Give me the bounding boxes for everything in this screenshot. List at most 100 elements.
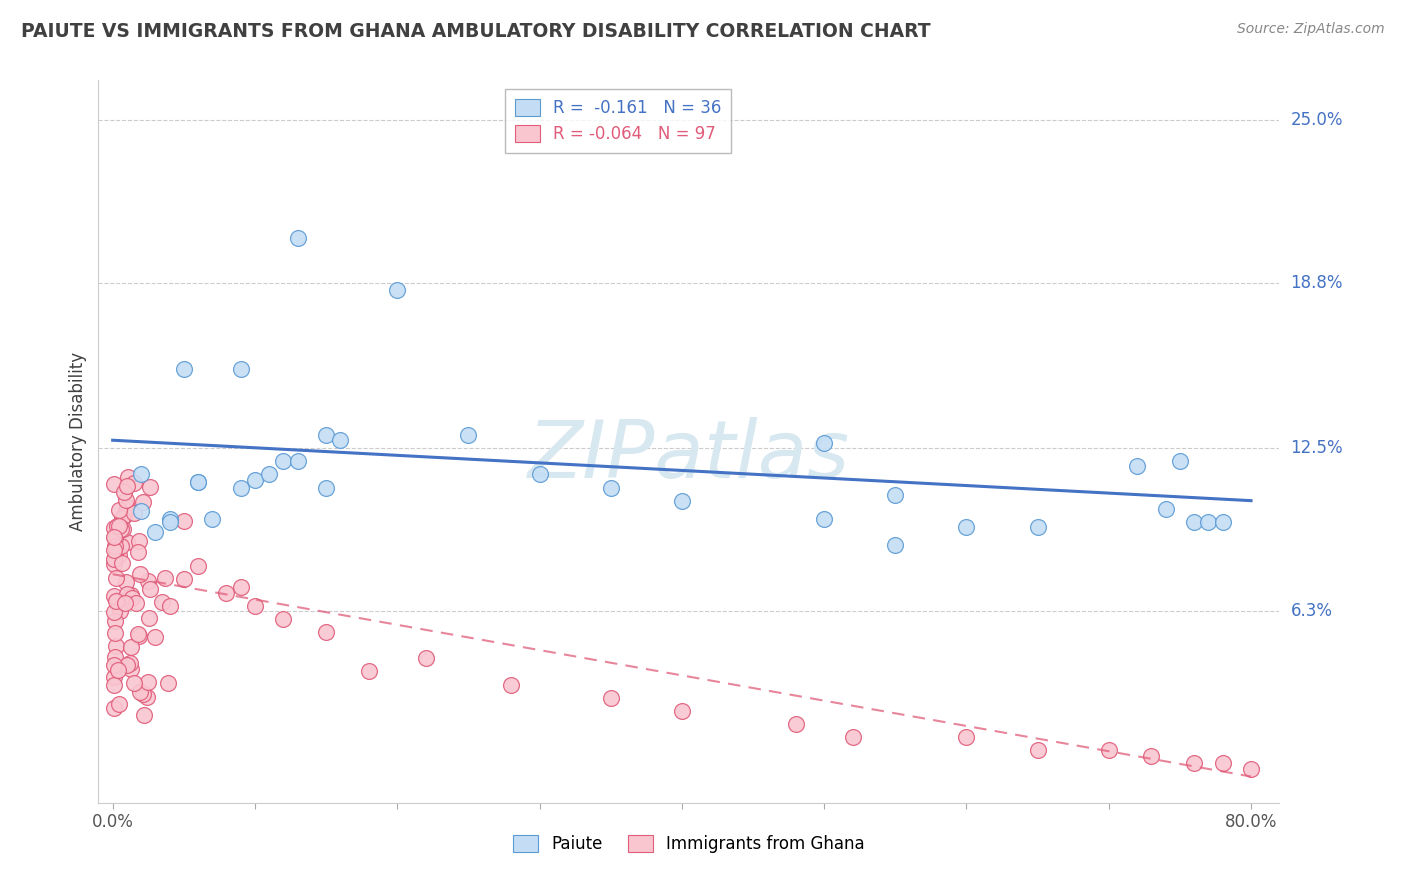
Point (159, 515, 181, 529)
Point (599, 481, 621, 495)
Y-axis label: Ambulatory Disability: Ambulatory Disability (69, 352, 87, 531)
Point (122, 676, 145, 690)
Point (104, 614, 127, 628)
Point (156, 676, 179, 690)
Point (229, 362, 252, 376)
Point (357, 665, 380, 679)
Point (273, 612, 295, 626)
Point (111, 511, 134, 525)
Point (139, 480, 162, 494)
Point (139, 582, 162, 596)
Point (105, 571, 128, 585)
Point (127, 627, 149, 641)
Point (329, 434, 352, 448)
Point (499, 677, 522, 691)
Point (1182, 756, 1205, 771)
Point (955, 520, 977, 534)
Point (785, 717, 807, 731)
Text: 6.3%: 6.3% (1291, 602, 1333, 620)
Point (415, 651, 437, 665)
Point (121, 591, 143, 605)
Point (1168, 454, 1191, 468)
Point (104, 649, 127, 664)
Point (229, 580, 252, 594)
Point (136, 674, 159, 689)
Point (143, 525, 166, 540)
Point (841, 730, 863, 744)
Point (115, 493, 138, 508)
Point (273, 454, 295, 468)
Point (103, 670, 125, 684)
Point (1197, 515, 1219, 529)
Point (105, 518, 128, 533)
Point (105, 640, 128, 654)
Point (128, 567, 150, 582)
Point (103, 543, 125, 558)
Point (201, 512, 224, 526)
Point (107, 664, 129, 678)
Point (173, 362, 195, 376)
Point (103, 530, 125, 544)
Point (813, 435, 835, 450)
Text: 12.5%: 12.5% (1291, 439, 1343, 457)
Point (671, 493, 693, 508)
Point (120, 588, 142, 602)
Point (1240, 762, 1263, 776)
Point (129, 684, 152, 698)
Point (315, 428, 337, 442)
Point (104, 625, 127, 640)
Point (132, 687, 155, 701)
Point (229, 481, 252, 495)
Point (129, 467, 152, 482)
Point (173, 573, 195, 587)
Point (1098, 743, 1121, 757)
Point (122, 506, 145, 520)
Point (287, 454, 309, 468)
Point (1026, 520, 1049, 534)
Point (112, 509, 135, 524)
Point (529, 467, 551, 482)
Point (387, 284, 409, 298)
Point (110, 539, 132, 553)
Point (1212, 756, 1234, 771)
Point (104, 540, 127, 554)
Point (115, 587, 138, 601)
Point (120, 662, 142, 676)
Point (187, 475, 209, 490)
Point (112, 485, 135, 500)
Point (107, 592, 129, 607)
Point (287, 231, 309, 245)
Point (457, 428, 479, 442)
Point (138, 611, 160, 625)
Point (117, 479, 139, 493)
Point (114, 596, 136, 610)
Point (1126, 459, 1149, 474)
Point (115, 500, 138, 514)
Text: ZIPatlas: ZIPatlas (527, 417, 851, 495)
Point (103, 552, 125, 566)
Point (671, 704, 693, 718)
Point (108, 519, 131, 533)
Point (104, 594, 127, 608)
Point (173, 514, 195, 528)
Point (104, 531, 127, 545)
Point (111, 556, 134, 570)
Point (125, 597, 148, 611)
Point (103, 521, 125, 535)
Point (1154, 501, 1177, 516)
Point (117, 535, 139, 549)
Point (243, 473, 266, 487)
Point (120, 640, 142, 654)
Point (114, 502, 136, 516)
Point (103, 557, 125, 571)
Point (118, 656, 141, 670)
Point (103, 701, 125, 715)
Point (955, 730, 977, 744)
Text: Source: ZipAtlas.com: Source: ZipAtlas.com (1237, 22, 1385, 37)
Point (143, 630, 166, 644)
Point (1182, 515, 1205, 529)
Point (138, 574, 160, 588)
Legend: Paiute, Immigrants from Ghana: Paiute, Immigrants from Ghana (506, 828, 872, 860)
Text: 18.8%: 18.8% (1291, 274, 1343, 292)
Point (124, 475, 146, 490)
